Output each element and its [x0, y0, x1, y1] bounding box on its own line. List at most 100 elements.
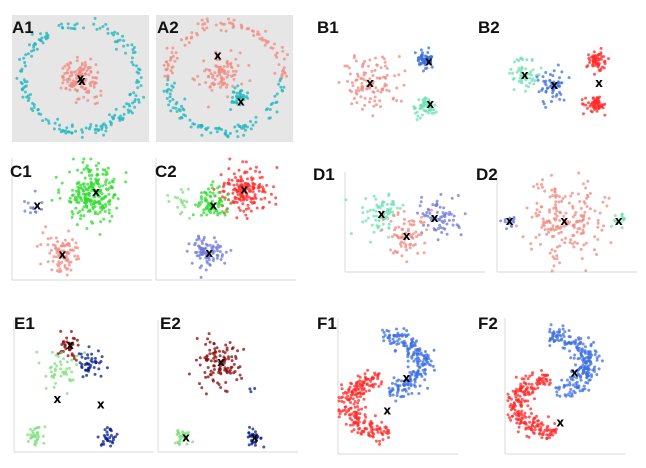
data-point	[41, 119, 45, 123]
data-point	[181, 203, 185, 207]
data-point	[213, 82, 217, 86]
data-point	[57, 270, 61, 274]
data-point	[170, 71, 174, 75]
data-point	[535, 214, 539, 218]
data-point	[584, 96, 588, 100]
data-point	[410, 338, 413, 342]
data-point	[227, 357, 231, 361]
data-point	[582, 384, 586, 388]
data-point	[73, 23, 77, 27]
data-point	[204, 128, 208, 132]
data-point	[450, 196, 454, 200]
data-point	[84, 63, 88, 67]
data-point	[430, 216, 434, 219]
data-point	[357, 89, 361, 93]
data-point	[200, 213, 203, 217]
data-point	[244, 160, 248, 164]
data-point	[180, 116, 184, 120]
data-point	[225, 75, 229, 79]
data-point	[76, 254, 80, 258]
data-point	[55, 251, 59, 255]
data-point	[217, 191, 221, 194]
data-point	[541, 223, 545, 227]
data-point	[202, 59, 206, 63]
data-point	[99, 220, 103, 224]
data-point	[249, 120, 252, 123]
data-point	[171, 54, 175, 58]
data-point	[239, 195, 243, 198]
data-point	[185, 36, 189, 40]
data-point	[189, 125, 193, 129]
data-point	[558, 261, 562, 265]
data-point	[373, 382, 377, 386]
data-point	[197, 83, 201, 86]
data-point	[351, 84, 355, 88]
data-point	[539, 377, 543, 381]
data-point	[361, 211, 365, 215]
data-point	[84, 187, 88, 191]
data-point	[595, 107, 599, 111]
data-point	[81, 208, 85, 212]
data-point	[359, 77, 363, 80]
data-point	[357, 420, 361, 424]
data-point	[367, 431, 371, 435]
data-point	[59, 363, 63, 366]
data-point	[527, 435, 531, 439]
data-point	[579, 247, 583, 251]
data-point	[343, 64, 347, 68]
data-point	[203, 356, 207, 360]
data-point	[564, 211, 568, 215]
data-point	[195, 337, 199, 340]
data-point	[349, 401, 352, 404]
data-point	[261, 205, 265, 209]
data-point	[456, 194, 460, 197]
data-point	[106, 433, 110, 437]
data-point	[372, 428, 375, 431]
data-point	[180, 210, 184, 214]
data-point	[377, 384, 381, 388]
data-point	[416, 114, 420, 118]
data-point	[434, 110, 438, 114]
data-point	[589, 344, 593, 348]
data-point	[94, 124, 98, 128]
data-point	[228, 157, 232, 161]
data-point	[235, 129, 239, 133]
data-point	[554, 200, 558, 204]
data-point	[206, 337, 210, 341]
data-point	[49, 236, 53, 240]
data-point	[545, 433, 549, 437]
data-point	[36, 433, 40, 437]
data-point	[555, 209, 559, 213]
data-point	[567, 329, 571, 332]
data-point	[93, 16, 97, 20]
data-point	[360, 107, 364, 111]
data-point	[98, 210, 102, 214]
data-point	[71, 378, 75, 382]
data-point	[82, 214, 86, 218]
data-point	[411, 232, 415, 236]
data-point	[408, 378, 412, 382]
data-point	[116, 197, 120, 201]
data-point	[365, 382, 369, 386]
data-point	[572, 234, 576, 237]
data-point	[352, 410, 356, 414]
data-point	[220, 255, 224, 258]
data-point	[587, 353, 591, 357]
data-point	[550, 81, 554, 85]
data-point	[274, 196, 278, 200]
data-point	[97, 161, 101, 165]
data-point	[403, 217, 406, 221]
data-point	[222, 65, 226, 68]
data-point	[427, 46, 431, 50]
data-point	[586, 359, 590, 363]
data-point	[199, 248, 203, 252]
data-point	[459, 233, 463, 237]
data-point	[548, 84, 552, 88]
data-point	[605, 204, 609, 208]
data-point	[619, 221, 623, 225]
data-point	[67, 263, 71, 267]
data-point	[202, 236, 206, 239]
data-point	[540, 436, 544, 440]
centroid-marker: x	[556, 416, 564, 430]
